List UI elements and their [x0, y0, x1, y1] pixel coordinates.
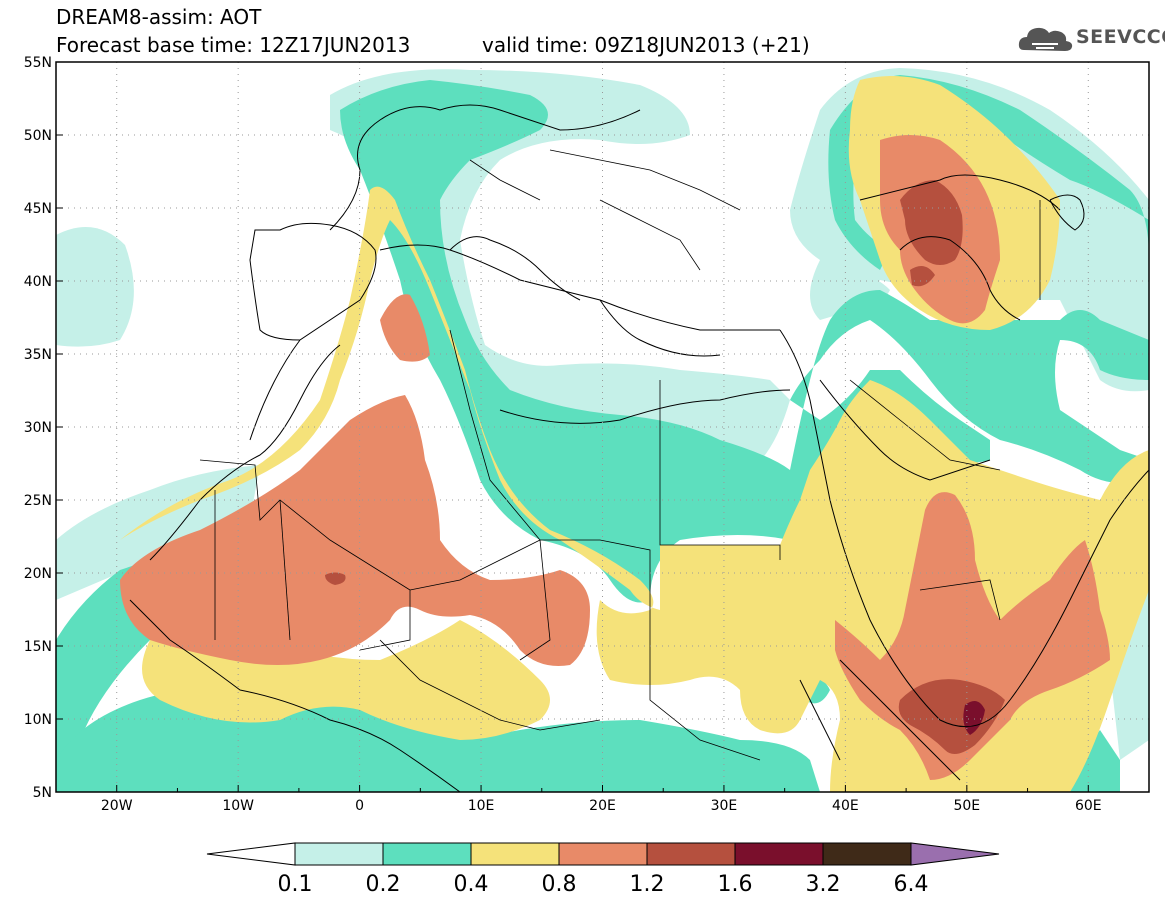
- colorbar-label: 0.8: [542, 872, 577, 897]
- country-borders: [199, 149, 1041, 761]
- cloud-icon: [1018, 27, 1073, 51]
- lon-tick-label: 40E: [832, 798, 859, 814]
- map-title: DREAM8-assim: AOT: [56, 5, 262, 29]
- lat-tick-label: 30N: [24, 420, 52, 436]
- valid-time: valid time: 09Z18JUN2013 (+21): [482, 33, 810, 57]
- colorbar-label: 0.4: [454, 872, 489, 897]
- colorbar-swatch: [822, 842, 912, 866]
- colorbar-swatch: [558, 842, 648, 866]
- colorbar-swatch: [382, 842, 472, 866]
- logo-text: SEEVCCC: [1076, 26, 1165, 48]
- colorbar-label: 3.2: [806, 872, 841, 897]
- colorbar-label: 1.6: [718, 872, 753, 897]
- colorbar-label: 6.4: [894, 872, 929, 897]
- lat-tick-label: 25N: [24, 493, 52, 509]
- colorbar-swatch: [734, 842, 824, 866]
- lat-tick-label: 20N: [24, 566, 52, 582]
- graticule: [56, 62, 1149, 792]
- lat-tick-label: 40N: [24, 274, 52, 290]
- lon-tick-label: 0: [355, 798, 364, 814]
- lat-tick-label: 50N: [24, 128, 52, 144]
- lon-tick-label: 50E: [953, 798, 980, 814]
- forecast-base-time: Forecast base time: 12Z17JUN2013: [56, 33, 411, 57]
- colorbar-label: 1.2: [630, 872, 665, 897]
- lon-tick-label: 10W: [222, 798, 254, 814]
- lat-tick-label: 15N: [24, 639, 52, 655]
- aot-level-1.2: [325, 180, 1005, 754]
- colorbar-label: 0.2: [366, 872, 401, 897]
- colorbar-label: 0.1: [278, 872, 313, 897]
- colorbar-swatch: [470, 842, 560, 866]
- lat-tick-label: 45N: [24, 201, 52, 217]
- aot-field: [56, 68, 1149, 792]
- lat-tick-label: 55N: [24, 55, 52, 71]
- lat-tick-label: 5N: [33, 785, 52, 801]
- lon-tick-label: 10E: [468, 798, 495, 814]
- colorbar-under-triangle: [206, 842, 296, 866]
- lat-tick-label: 35N: [24, 347, 52, 363]
- colorbar-swatch: [646, 842, 736, 866]
- colorbar-over-triangle: [910, 842, 1000, 866]
- seevccc-logo: SEEVCCC: [1018, 22, 1165, 56]
- lon-tick-label: 20E: [589, 798, 616, 814]
- latitude-axis: 55N 50N 45N 40N 35N 30N 25N 20N 15N 10N 5N: [24, 55, 63, 801]
- colorbar: 0.1 0.2 0.4 0.8 1.2 1.6 3.2 6.4: [206, 842, 1000, 897]
- longitude-axis: 20W 10W 0 10E 20E 30E 40E 50E 60E: [55, 785, 1150, 814]
- lon-tick-label: 20W: [101, 798, 133, 814]
- lon-tick-label: 30E: [711, 798, 738, 814]
- lat-tick-label: 10N: [24, 712, 52, 728]
- colorbar-swatch: [294, 842, 384, 866]
- lon-tick-label: 60E: [1075, 798, 1102, 814]
